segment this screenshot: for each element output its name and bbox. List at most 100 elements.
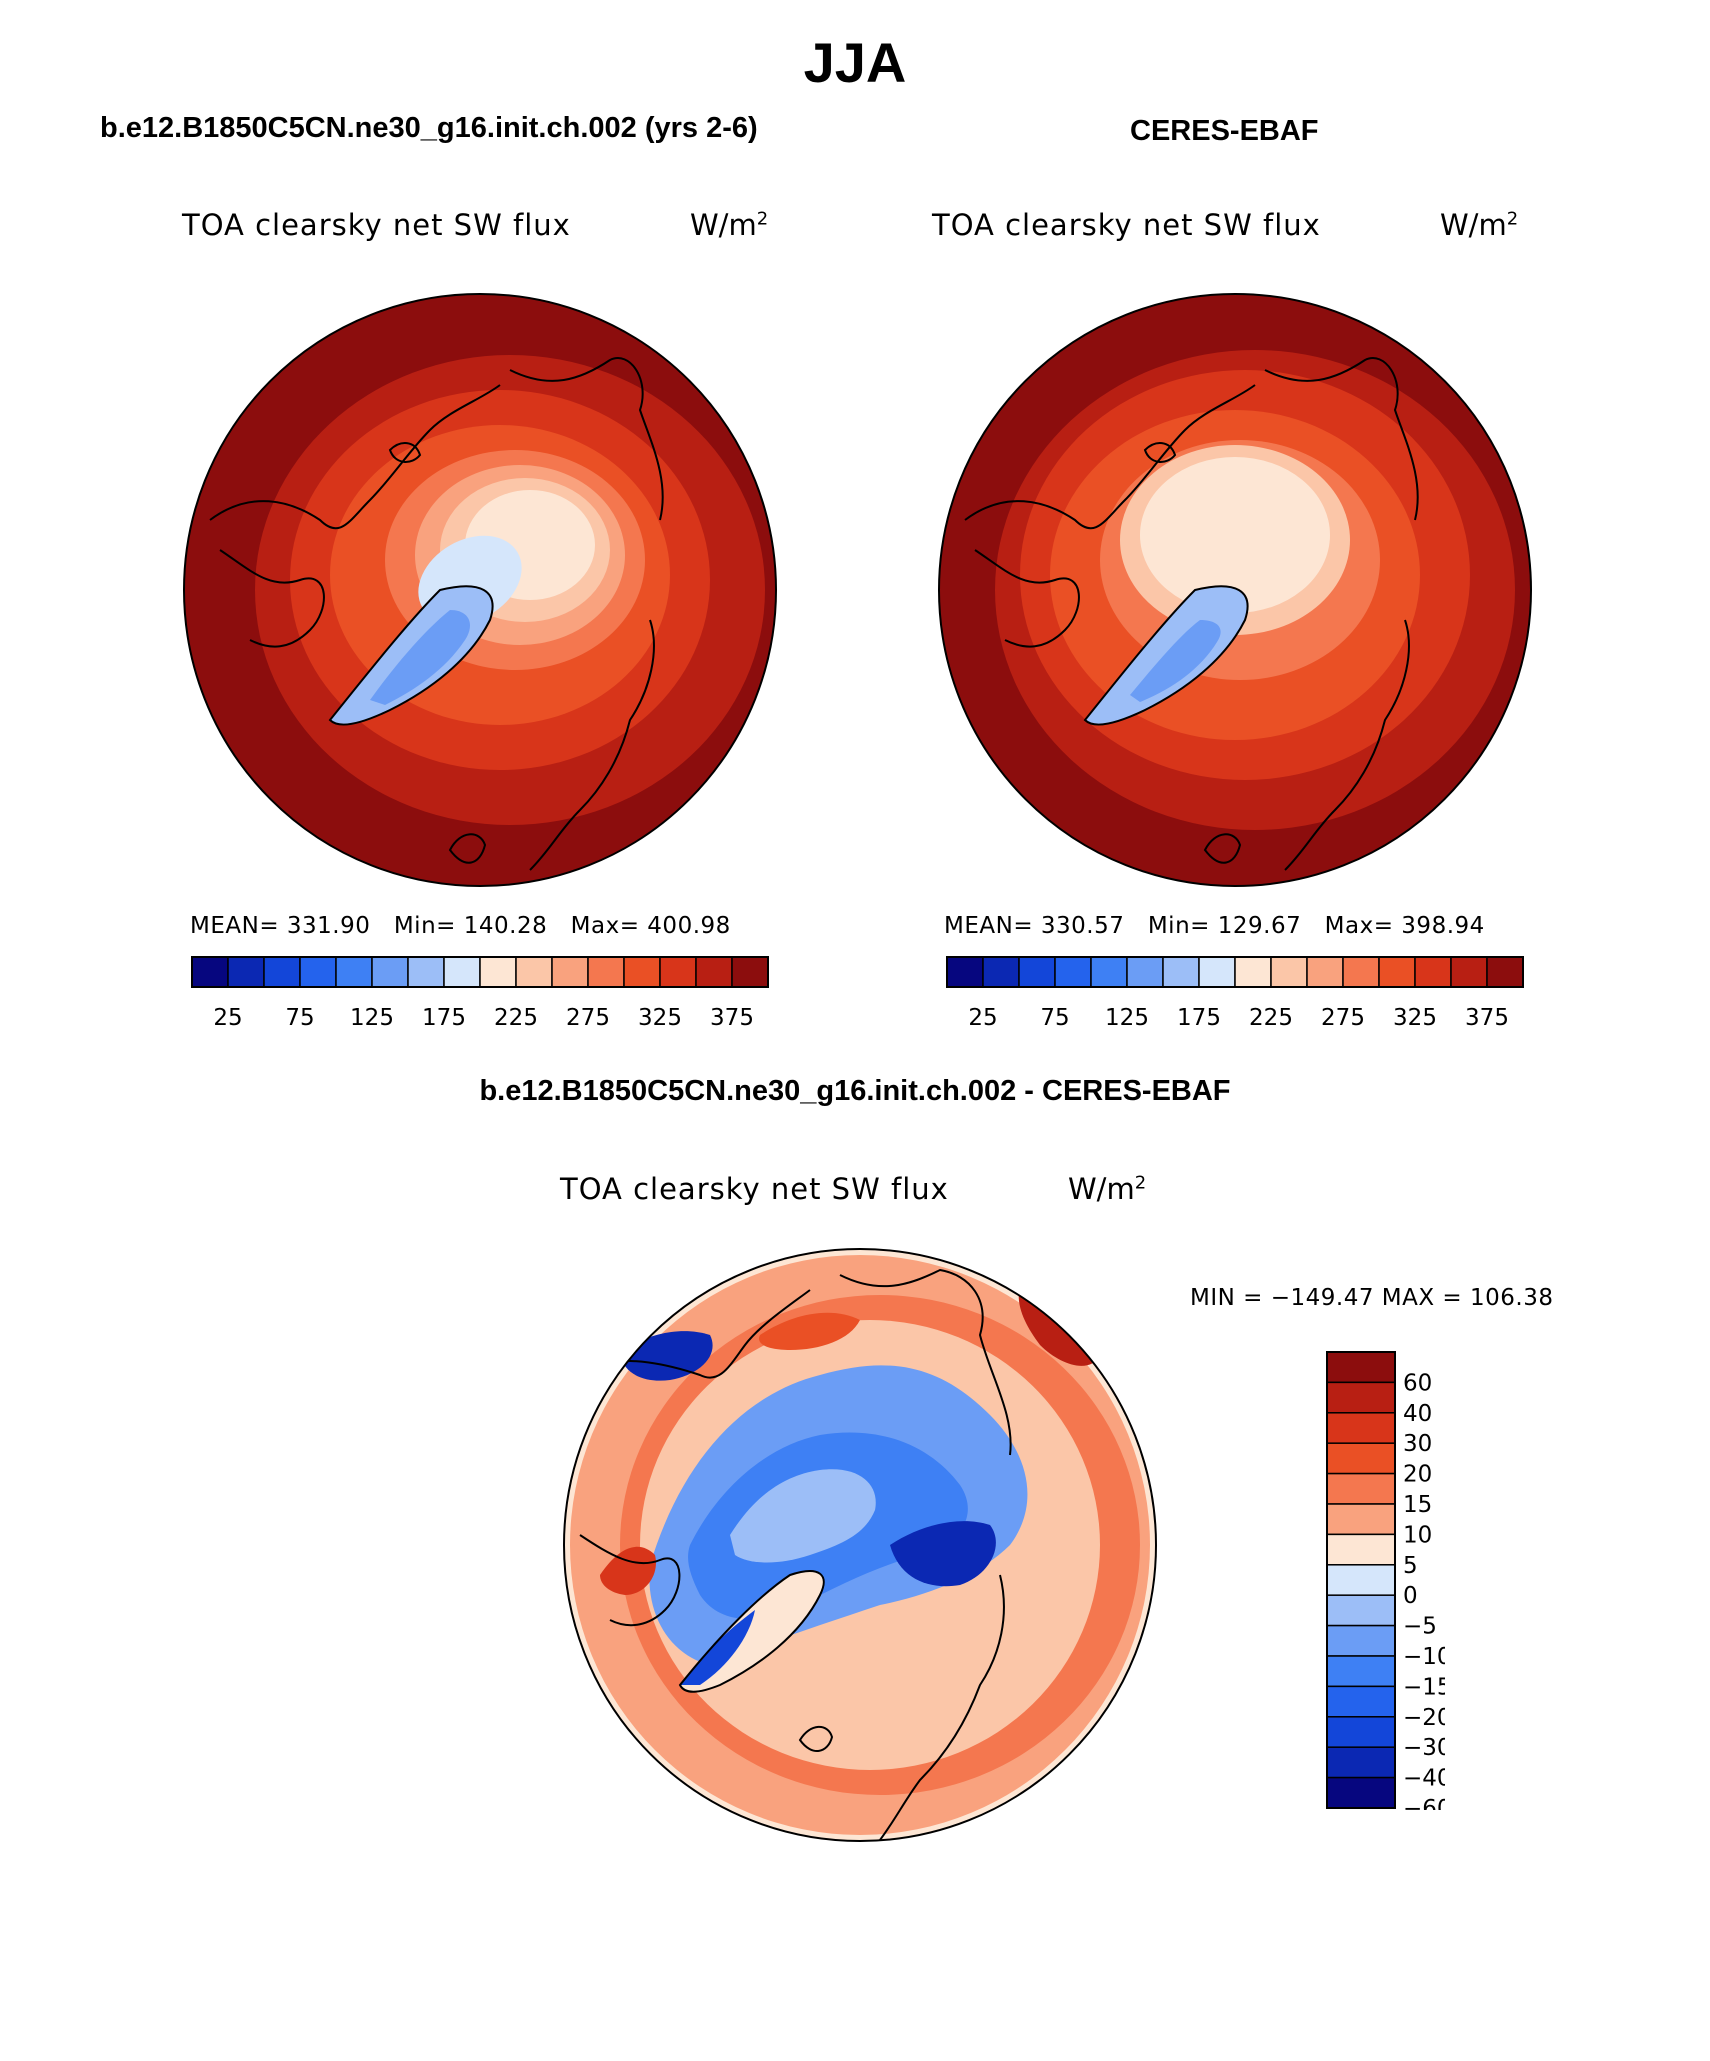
diff-colorbar-box [1326, 1685, 1396, 1718]
diff-colorbar-box [1326, 1746, 1396, 1779]
right-colorbar-tick-label: 275 [1321, 1005, 1365, 1030]
left-colorbar-tick-label: 175 [422, 1005, 466, 1030]
left-mean-value: 331.90 [286, 913, 371, 939]
right-colorbar-tick-label: 175 [1177, 1005, 1221, 1030]
right-colorbar-tick-label: 75 [1040, 1005, 1069, 1030]
right-min-label: Min= [1147, 913, 1210, 939]
right-stats: MEAN= 330.57 Min= 129.67 Max= 398.94 [944, 913, 1485, 939]
right-colorbar-box [1054, 956, 1092, 988]
left-colorbar-box [443, 956, 481, 988]
right-units-text: W/m [1440, 208, 1507, 242]
right-colorbar-frame [946, 956, 1524, 988]
diff-colorbar-box [1326, 1351, 1396, 1384]
diff-colorbar-box [1326, 1655, 1396, 1688]
diff-units-exponent: 2 [1134, 1172, 1147, 1194]
diff-colorbar: 60 40 30 20 15 10 5 0 −5 −10 −15 −20 −30 −40 −60 [1326, 1351, 1445, 1810]
right-units-exponent: 2 [1506, 208, 1519, 230]
right-min-value: 129.67 [1217, 913, 1302, 939]
diff-units-text: W/m [1068, 1172, 1135, 1206]
left-colorbar-box [515, 956, 553, 988]
diff-colorbar-box [1326, 1472, 1396, 1505]
left-colorbar-box [587, 956, 625, 988]
right-mean-value: 330.57 [1040, 913, 1125, 939]
right-units-label: W/m2 [1440, 208, 1518, 242]
diff-colorbar-box [1326, 1624, 1396, 1657]
left-colorbar-box [623, 956, 661, 988]
diff-colorbar-tick-label: 20 [1403, 1462, 1432, 1488]
left-units-exponent: 2 [756, 208, 769, 230]
left-colorbar-box [227, 956, 265, 988]
left-colorbar-tick-label: 275 [566, 1005, 610, 1030]
diff-colorbar-tick-label: −10 [1403, 1644, 1445, 1670]
diff-colorbar-tick-label: 0 [1403, 1583, 1418, 1609]
right-colorbar-box [1270, 956, 1308, 988]
left-colorbar-box [263, 956, 301, 988]
diff-colorbar-tick-label: −5 [1403, 1614, 1437, 1640]
diff-colorbar-tick-label: −40 [1403, 1766, 1445, 1792]
right-colorbar-box [1378, 956, 1416, 988]
left-units-label: W/m2 [690, 208, 768, 242]
diff-colorbar-box [1326, 1716, 1396, 1748]
right-panel-title: CERES-EBAF [1130, 115, 1319, 147]
diff-colorbar-box [1326, 1594, 1396, 1627]
left-max-label: Max= [570, 913, 640, 939]
diff-colorbar-box [1326, 1533, 1396, 1566]
right-colorbar-box [1306, 956, 1344, 988]
diff-colorbar-tick-label: 60 [1403, 1370, 1432, 1396]
diff-colorbar-tick-label: 10 [1403, 1522, 1432, 1548]
diff-colorbar-box [1326, 1564, 1396, 1596]
left-min-value: 140.28 [463, 913, 548, 939]
left-colorbar-box [335, 956, 373, 988]
diff-colorbar-box [1326, 1503, 1396, 1536]
left-colorbar-box [551, 956, 589, 988]
diff-colorbar-tick-label: −20 [1403, 1705, 1445, 1731]
diff-colorbar-tick-label: −60 [1403, 1796, 1445, 1810]
diff-colorbar-box [1326, 1381, 1396, 1414]
left-colorbar-tick-label: 75 [285, 1005, 314, 1030]
diff-colorbar-tick-label: −15 [1403, 1674, 1445, 1700]
right-colorbar-box [1342, 956, 1380, 988]
page-title: JJA [803, 31, 907, 94]
right-colorbar-box [946, 956, 984, 988]
diff-colorbar-box [1326, 1442, 1396, 1475]
right-colorbar-tick-label: 225 [1249, 1005, 1293, 1030]
left-max-value: 400.98 [647, 913, 731, 939]
left-colorbar-box [371, 956, 409, 988]
diff-minmax: MIN = −149.47 MAX = 106.38 [1190, 1285, 1554, 1311]
diff-colorbar-tick-label: 30 [1403, 1431, 1432, 1457]
right-colorbar-box [1162, 956, 1200, 988]
diff-colorbar-frame [1326, 1351, 1396, 1809]
right-colorbar-box [1198, 956, 1236, 988]
diff-colorbar-box [1326, 1412, 1396, 1444]
diff-colorbar-tick-label: 40 [1403, 1401, 1432, 1427]
left-colorbar-tick-label: 25 [213, 1005, 242, 1030]
diff-panel-title: b.e12.B1850C5CN.ne30_g16.init.ch.002 - C… [479, 1075, 1231, 1107]
right-colorbar-box [1090, 956, 1128, 988]
right-variable-label: TOA clearsky net SW flux [932, 208, 1321, 242]
left-colorbar-box [191, 956, 229, 988]
left-colorbar-tick-label: 225 [494, 1005, 538, 1030]
right-colorbar-tick-label: 375 [1465, 1005, 1509, 1030]
right-colorbar-box [1414, 956, 1452, 988]
diff-colorbar-tick-label: 5 [1403, 1553, 1418, 1579]
right-colorbar: 25 75 125 175 225 275 325 375 [946, 956, 1524, 1030]
right-colorbar-box [1234, 956, 1272, 988]
left-colorbar-box [299, 956, 337, 988]
diff-units-label: W/m2 [1068, 1172, 1146, 1206]
left-colorbar-box [731, 956, 769, 988]
right-colorbar-tick-label: 325 [1393, 1005, 1437, 1030]
left-units-text: W/m [690, 208, 757, 242]
diff-colorbar-box [1326, 1776, 1396, 1809]
right-mean-label: MEAN= [944, 913, 1034, 939]
left-min-label: Min= [393, 913, 456, 939]
right-colorbar-box [1486, 956, 1524, 988]
right-max-value: 398.94 [1401, 913, 1485, 939]
left-colorbar-box [695, 956, 733, 988]
left-colorbar-box [479, 956, 517, 988]
left-colorbar-box [659, 956, 697, 988]
left-colorbar-tick-label: 375 [710, 1005, 754, 1030]
diff-polar-map [563, 1248, 1157, 1842]
left-colorbar-tick-label: 125 [350, 1005, 394, 1030]
diff-variable-label: TOA clearsky net SW flux [560, 1172, 949, 1206]
left-variable-label: TOA clearsky net SW flux [182, 208, 571, 242]
